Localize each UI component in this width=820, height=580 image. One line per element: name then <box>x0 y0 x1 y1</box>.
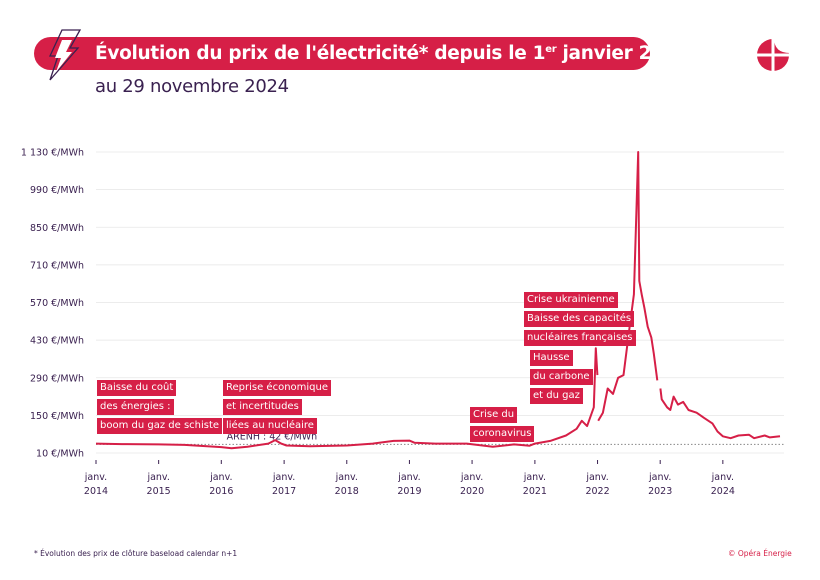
x-tick-label: 2016 <box>209 486 233 497</box>
x-tick-label: 2021 <box>523 486 547 497</box>
y-tick-label: 150 €/MWh <box>30 411 84 422</box>
x-tick-label: janv. <box>585 472 608 483</box>
x-tick-label: 2019 <box>397 486 421 497</box>
annotation-line: Reprise économique <box>223 380 332 396</box>
footnote: * Évolution des prix de clôture baseload… <box>34 549 238 558</box>
x-tick-label: 2022 <box>585 486 609 497</box>
x-tick-label: janv. <box>397 472 420 483</box>
x-tick-label: janv. <box>460 472 483 483</box>
x-tick-label: janv. <box>209 472 232 483</box>
y-tick-label: 570 €/MWh <box>30 298 84 309</box>
y-tick-label: 430 €/MWh <box>30 336 84 347</box>
x-tick-label: janv. <box>84 472 107 483</box>
x-tick-label: 2023 <box>648 486 672 497</box>
annotation-line: coronavirus <box>470 426 535 442</box>
annotation-ukraine-crisis: Crise ukrainienne Baisse des capacités n… <box>524 292 636 346</box>
annotation-line: et incertitudes <box>223 399 302 415</box>
opera-energie-logo <box>756 38 790 72</box>
x-tick-label: janv. <box>146 472 169 483</box>
x-tick-label: 2014 <box>84 486 108 497</box>
x-tick-label: janv. <box>648 472 671 483</box>
price-series-line <box>95 151 781 450</box>
x-tick-label: 2017 <box>272 486 296 497</box>
annotation-line: du carbone <box>530 369 593 385</box>
x-tick-label: janv. <box>272 472 295 483</box>
x-tick-label: janv. <box>523 472 546 483</box>
annotation-line: boom du gaz de schiste <box>97 418 223 434</box>
chart-subtitle: au 29 novembre 2024 <box>95 76 289 97</box>
y-tick-label: 290 €/MWh <box>30 373 84 384</box>
annotation-line: liées au nucléaire <box>223 418 317 434</box>
y-tick-label: 710 €/MWh <box>30 260 84 271</box>
annotation-line: Crise ukrainienne <box>524 292 618 308</box>
title-banner <box>34 37 650 70</box>
annotation-line: Crise du <box>470 407 518 423</box>
annotation-line: Hausse <box>530 350 573 366</box>
arenh-label: ARENH : 42 €/MWh <box>227 431 318 442</box>
annotation-line: et du gaz <box>530 388 583 404</box>
annotation-line: Baisse du coût <box>97 380 177 396</box>
x-tick-label: 2015 <box>147 486 171 497</box>
x-tick-label: 2020 <box>460 486 484 497</box>
x-tick-label: 2024 <box>711 486 735 497</box>
annotation-carbon-gas: Hausse du carbone et du gaz <box>530 350 593 404</box>
annotation-line: des énergies : <box>97 399 174 415</box>
chart-title: Évolution du prix de l'électricité* depu… <box>95 43 689 64</box>
annotation-economic-recovery: Reprise économique et incertitudes liées… <box>223 380 332 434</box>
x-tick-label: janv. <box>335 472 358 483</box>
lightning-bolt-icon <box>48 29 82 81</box>
x-tick-label: 2018 <box>335 486 359 497</box>
y-tick-label: 1 130 €/MWh <box>21 148 84 159</box>
y-tick-label: 990 €/MWh <box>30 185 84 196</box>
annotation-line: nucléaires françaises <box>524 330 636 346</box>
annotation-coronavirus: Crise du coronavirus <box>470 407 535 442</box>
annotation-shale-gas: Baisse du coût des énergies : boom du ga… <box>97 380 223 434</box>
annotation-line: Baisse des capacités <box>524 311 635 327</box>
y-tick-label: 10 €/MWh <box>36 449 84 460</box>
x-tick-label: janv. <box>711 472 734 483</box>
source-credit: © Opéra Énergie <box>728 549 792 558</box>
y-tick-label: 850 €/MWh <box>30 223 84 234</box>
